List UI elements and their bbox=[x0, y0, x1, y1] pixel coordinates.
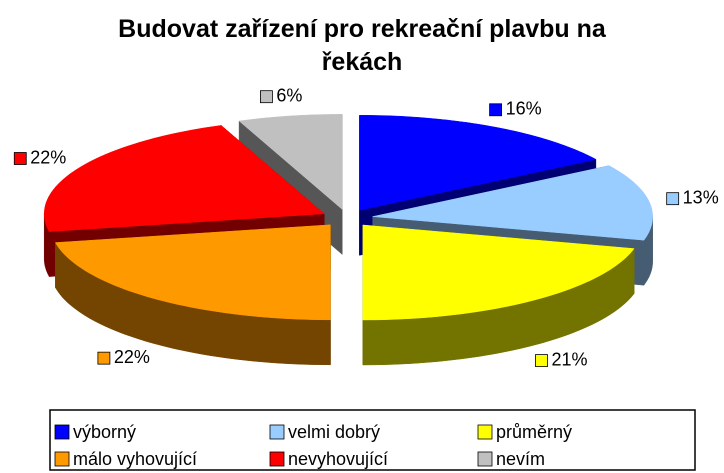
legend-box bbox=[49, 409, 696, 471]
slice-top bbox=[54, 224, 331, 321]
label-key bbox=[260, 90, 273, 104]
slice-top bbox=[43, 125, 325, 232]
legend-label: nevím bbox=[496, 449, 545, 469]
legend-label: velmi dobrý bbox=[288, 422, 380, 442]
label-key bbox=[535, 354, 548, 367]
legend-swatch bbox=[54, 451, 70, 467]
label-key bbox=[13, 152, 27, 165]
slice-top bbox=[359, 115, 597, 211]
data-label: 21% bbox=[552, 349, 588, 369]
data-label: 13% bbox=[683, 187, 719, 207]
pie-slice bbox=[362, 224, 635, 366]
slice-top bbox=[362, 224, 635, 321]
legend-swatch bbox=[477, 451, 493, 467]
data-label: 22% bbox=[30, 147, 66, 167]
data-label: 16% bbox=[506, 99, 542, 119]
data-label: 22% bbox=[114, 347, 150, 367]
legend-label: průměrný bbox=[496, 422, 572, 442]
slice-top bbox=[372, 165, 653, 241]
chart-title: Budovat zařízení pro rekreační plavbu na bbox=[118, 15, 607, 43]
legend-swatch bbox=[269, 451, 285, 467]
legend-swatch bbox=[54, 424, 70, 440]
slice-top bbox=[238, 114, 343, 210]
chart-title-line2: řekách bbox=[322, 48, 403, 76]
label-key bbox=[97, 351, 111, 365]
label-key bbox=[489, 103, 502, 117]
legend-swatch bbox=[269, 424, 285, 440]
legend-label: málo vyhovující bbox=[73, 449, 197, 469]
legend-swatch bbox=[477, 424, 493, 440]
pie-slice bbox=[54, 224, 331, 366]
legend-label: nevyhovující bbox=[288, 449, 388, 469]
legend-label: výborný bbox=[73, 422, 136, 442]
data-label: 6% bbox=[276, 85, 302, 105]
label-key bbox=[666, 192, 680, 206]
